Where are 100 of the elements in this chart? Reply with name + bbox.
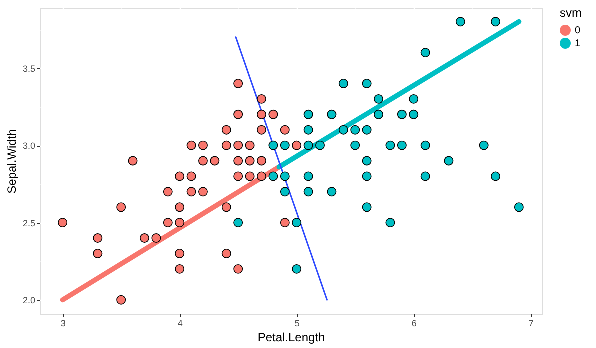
y-tick-label: 2.0 <box>22 296 36 306</box>
point <box>420 172 430 182</box>
point <box>257 156 266 166</box>
point <box>257 172 266 182</box>
point <box>362 125 372 135</box>
point <box>338 125 348 135</box>
point <box>327 187 337 197</box>
point <box>140 234 150 243</box>
point <box>245 156 255 166</box>
point <box>116 202 126 212</box>
point <box>116 295 126 305</box>
point <box>234 110 244 120</box>
point <box>292 264 302 274</box>
x-tick-label: 4 <box>178 318 183 328</box>
point <box>409 110 419 120</box>
point <box>245 140 255 150</box>
point <box>374 94 384 104</box>
y-tick-label: 3.5 <box>22 64 36 74</box>
point <box>234 156 244 166</box>
point <box>58 218 68 228</box>
point <box>245 172 255 182</box>
point <box>198 187 208 197</box>
point <box>386 218 396 228</box>
point <box>491 172 501 182</box>
point <box>304 125 314 135</box>
point <box>222 140 232 150</box>
point <box>175 172 185 182</box>
point <box>128 156 138 166</box>
legend-label: 1 <box>575 38 581 50</box>
point <box>93 234 103 243</box>
point <box>456 17 466 27</box>
point <box>234 264 244 274</box>
point <box>152 234 162 243</box>
point <box>362 202 372 212</box>
point <box>163 218 173 228</box>
point <box>257 110 266 120</box>
point <box>338 79 348 88</box>
point <box>257 94 266 104</box>
legend-title: svm <box>560 6 582 20</box>
point <box>292 140 302 150</box>
point <box>186 187 196 197</box>
point <box>280 172 290 182</box>
point <box>514 202 524 212</box>
point <box>420 48 430 58</box>
point <box>374 110 384 120</box>
point <box>280 218 290 228</box>
point <box>316 140 325 150</box>
point <box>362 156 372 166</box>
y-axis-title: Sepal.Width <box>4 129 19 194</box>
point <box>304 187 314 197</box>
point <box>175 202 185 212</box>
point <box>327 110 337 120</box>
point <box>397 110 407 120</box>
point <box>409 94 419 104</box>
point <box>304 172 314 182</box>
point <box>397 140 407 150</box>
point <box>350 125 360 135</box>
point <box>304 140 314 150</box>
point <box>479 140 489 150</box>
point <box>257 125 266 135</box>
point <box>268 172 278 182</box>
point <box>444 156 454 166</box>
point <box>198 156 208 166</box>
x-tick-label: 6 <box>412 318 417 328</box>
point <box>186 172 196 182</box>
point <box>386 140 396 150</box>
x-tick-label: 5 <box>294 318 300 328</box>
point <box>222 125 232 135</box>
point <box>280 140 290 150</box>
point <box>304 110 314 120</box>
y-tick-label: 2.5 <box>22 218 36 228</box>
point <box>163 187 173 197</box>
x-tick-label: 7 <box>528 318 534 328</box>
point <box>234 218 244 228</box>
point <box>268 140 278 150</box>
legend-label: 0 <box>575 26 581 36</box>
point <box>350 140 360 150</box>
point <box>280 187 290 197</box>
point <box>198 140 208 150</box>
point <box>362 79 372 88</box>
point <box>186 140 196 150</box>
point <box>362 172 372 182</box>
point <box>175 249 185 258</box>
point <box>93 249 103 258</box>
point <box>234 79 244 88</box>
point <box>268 110 278 120</box>
x-axis-title: Petal.Length <box>258 330 326 344</box>
point <box>210 156 220 166</box>
x-tick-label: 3 <box>60 318 66 328</box>
y-tick-label: 3.0 <box>22 141 36 152</box>
point <box>280 125 290 135</box>
point <box>222 249 232 258</box>
point <box>234 172 244 182</box>
point <box>292 218 302 228</box>
point <box>420 140 430 150</box>
point <box>491 17 501 27</box>
point <box>175 264 185 274</box>
point <box>234 140 244 150</box>
point <box>222 202 232 212</box>
point <box>175 218 185 228</box>
